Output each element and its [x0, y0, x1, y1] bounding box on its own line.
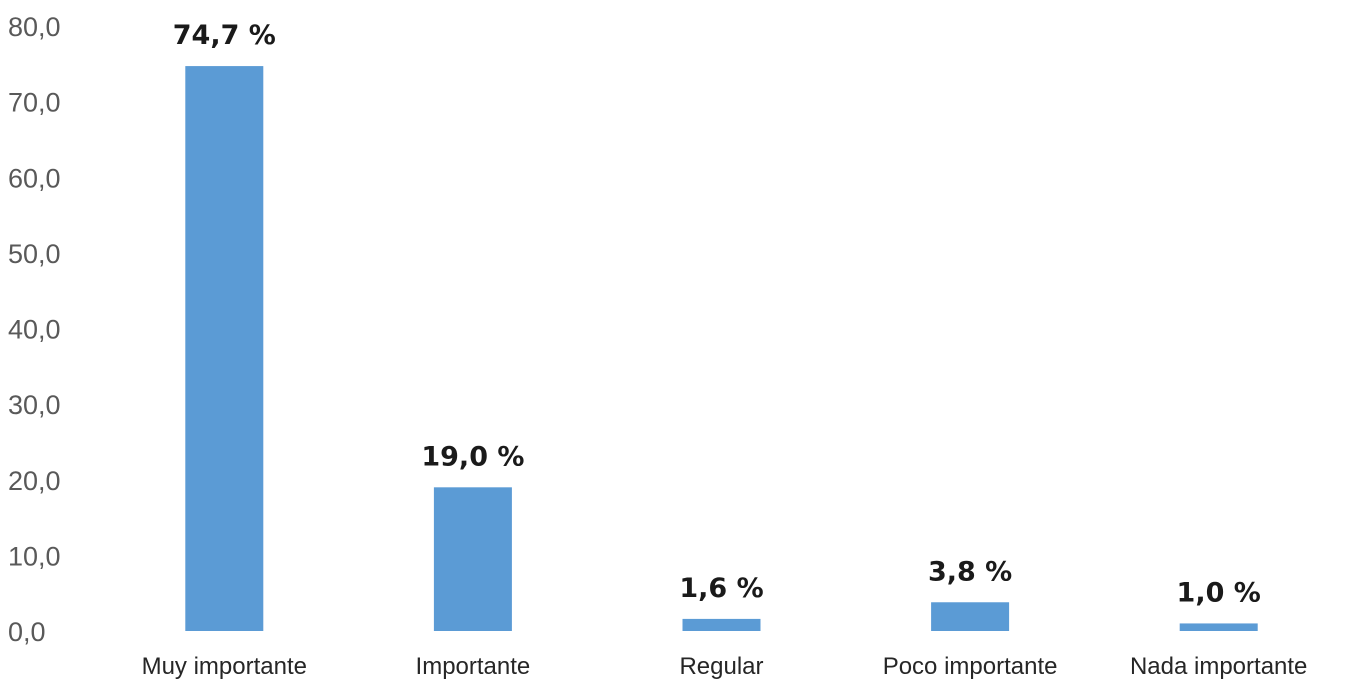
x-tick-label: Importante	[416, 653, 531, 680]
y-tick-label: 70,0	[8, 88, 61, 118]
data-label: 1,6 %	[679, 573, 763, 604]
y-axis: 0,0 10,0 20,0 30,0 40,0 50,0 60,0 70,0 80,0	[8, 12, 61, 647]
data-label: 74,7 %	[173, 20, 276, 51]
data-label: 19,0 %	[421, 441, 524, 472]
y-tick-label: 0,0	[8, 617, 46, 647]
x-tick-label: Regular	[679, 653, 763, 680]
bar	[931, 602, 1010, 631]
y-tick-label: 50,0	[8, 239, 61, 269]
x-axis: Muy importante Importante Regular Poco impo…	[142, 653, 1308, 680]
y-tick-label: 30,0	[8, 390, 61, 420]
data-labels: 74,7 % 19,0 % 1,6 % 3,8 % 1,0 %	[173, 20, 1261, 608]
x-tick-label: Nada importante	[1130, 653, 1307, 680]
bar	[1179, 623, 1258, 631]
x-tick-label: Poco importante	[883, 653, 1058, 680]
y-tick-label: 10,0	[8, 541, 61, 571]
y-tick-label: 80,0	[8, 12, 61, 42]
data-label: 1,0 %	[1177, 577, 1261, 608]
bar	[185, 66, 264, 632]
y-tick-label: 40,0	[8, 315, 61, 345]
bar	[682, 618, 761, 631]
y-tick-label: 60,0	[8, 163, 61, 193]
bar	[433, 487, 512, 631]
data-label: 3,8 %	[928, 556, 1012, 587]
y-tick-label: 20,0	[8, 466, 61, 496]
bars	[185, 66, 1258, 632]
x-tick-label: Muy importante	[142, 653, 307, 680]
